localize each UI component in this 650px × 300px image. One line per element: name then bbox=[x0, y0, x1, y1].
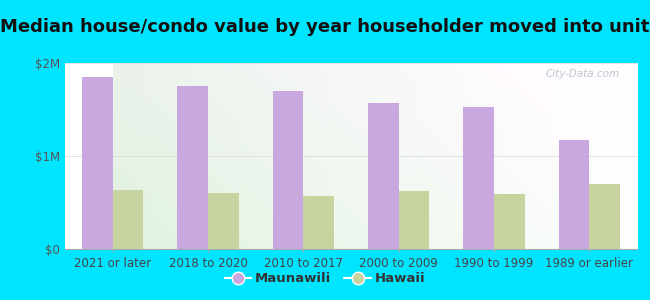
Bar bbox=[304, 196, 334, 249]
Bar bbox=[273, 91, 304, 249]
Bar bbox=[177, 86, 208, 249]
Bar bbox=[398, 191, 429, 249]
Bar bbox=[590, 184, 620, 249]
Bar bbox=[112, 190, 143, 249]
Text: City-Data.com: City-Data.com bbox=[546, 69, 620, 79]
Bar bbox=[208, 193, 239, 249]
Bar bbox=[559, 140, 590, 249]
Legend: Maunawili, Hawaii: Maunawili, Hawaii bbox=[219, 267, 431, 290]
Bar bbox=[82, 77, 112, 249]
Bar bbox=[494, 194, 525, 249]
Bar bbox=[368, 103, 398, 249]
Text: Median house/condo value by year householder moved into unit: Median house/condo value by year househo… bbox=[0, 18, 650, 36]
Bar bbox=[463, 107, 494, 249]
